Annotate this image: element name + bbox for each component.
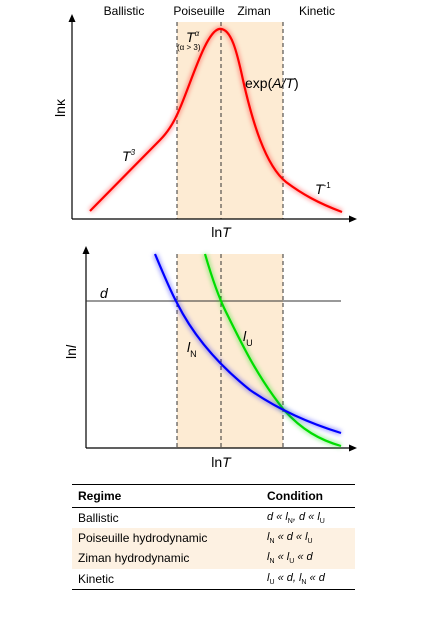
regime-ziman: Ziman [237,4,270,18]
kappa-plot: lnκ lnT T3 Tα (α > 3) exp(A/T) T-1 [52,14,357,240]
table-row: Kinetic lU « d, lN « d [72,569,355,590]
lN-curve [153,253,342,435]
condition-cell: lN « lU « d [261,548,355,569]
regime-table-wrapper: Regime Condition Ballistic d « lN, d « l… [72,484,355,590]
regime-ballistic: Ballistic [104,4,145,18]
kappa-y-label: lnκ [52,98,68,117]
table-row: Ziman hydrodynamic lN « lU « d [72,548,355,569]
label-lU: lU [243,328,253,348]
label-d: d [100,285,109,301]
condition-cell: d « lN, d « lU [267,511,325,526]
label-lN: lN [187,339,197,359]
label-alpha-condition: (α > 3) [177,43,201,52]
regime-cell: Kinetic [78,571,115,586]
hydrodynamic-shade-bottom [177,254,283,448]
label-t-alpha: Tα [186,29,200,45]
regime-cell: Ballistic [78,511,119,526]
label-exp: exp(A/T) [245,75,299,91]
mfp-x-arrow [349,444,357,452]
kappa-curve [89,27,343,214]
condition-cell: lU « d, lN « d [267,571,325,586]
mfp-y-arrow [82,246,90,254]
mfp-y-label: lnl [63,344,79,359]
figure: Ballistic Poiseuille Ziman Kinetic lnκ l… [52,4,357,470]
regime-cell: Poiseuille hydrodynamic [72,528,261,549]
header-condition: Condition [267,489,323,503]
regime-table: Regime Condition Ballistic d « lN, d « l… [72,484,355,590]
mfp-x-label: lnT [211,454,232,470]
table-row: Poiseuille hydrodynamic lN « d « lU [72,528,355,549]
condition-cell: lN « d « lU [261,528,355,549]
hydrodynamic-shade-top [177,22,283,219]
kappa-x-label: lnT [211,224,232,240]
label-t-cubed: T3 [122,148,136,164]
table-header-row: Regime Condition [72,484,355,508]
mfp-plot: lnl lnT d lN lU [63,246,357,470]
lU-curve [203,253,342,448]
table-row: Ballistic d « lN, d « lU [72,508,355,529]
regime-cell: Ziman hydrodynamic [72,548,261,569]
kappa-y-arrow [68,14,76,22]
regime-poiseuille: Poiseuille [173,4,225,18]
kappa-x-arrow [349,215,357,223]
header-regime: Regime [78,489,122,503]
regime-kinetic: Kinetic [299,4,335,18]
label-t-inverse: T-1 [315,181,331,197]
